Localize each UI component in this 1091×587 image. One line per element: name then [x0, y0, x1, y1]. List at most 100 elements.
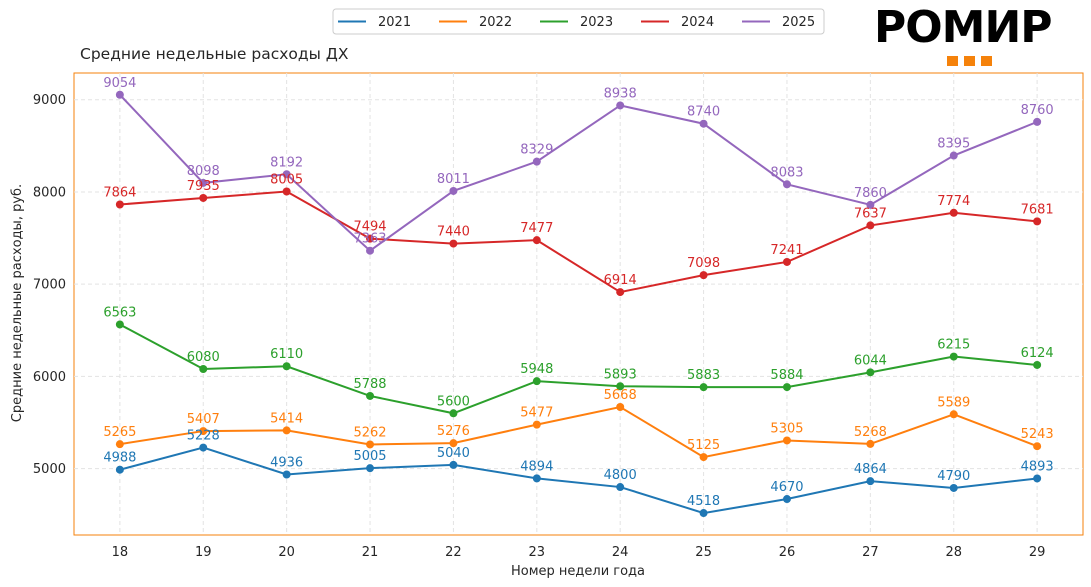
- data-point: [949, 352, 958, 361]
- x-tick-label: 28: [945, 545, 962, 560]
- data-label: 4864: [854, 462, 887, 477]
- data-label: 5228: [187, 429, 220, 444]
- data-point: [1033, 217, 1042, 226]
- data-label: 6110: [270, 347, 303, 362]
- data-label: 7440: [437, 225, 470, 240]
- data-labels: 4988 5228 4936 5005 5040 4894 4800 4518 4670 4864…: [103, 76, 1053, 509]
- data-label: 5276: [437, 424, 470, 439]
- data-label: 4988: [103, 451, 136, 466]
- data-point: [782, 436, 791, 445]
- data-label: 5243: [1021, 427, 1054, 442]
- data-point: [366, 246, 375, 255]
- x-tick-label: 20: [278, 545, 295, 560]
- series-line-2021: [119, 446, 1038, 515]
- data-point: [949, 483, 958, 492]
- data-label: 5265: [103, 425, 136, 440]
- data-point: [199, 427, 208, 436]
- data-point: [699, 509, 708, 518]
- x-tick-label: 25: [695, 545, 712, 560]
- data-point: [366, 440, 375, 449]
- y-tick-label: 7000: [33, 278, 66, 293]
- data-label: 7363: [353, 232, 386, 247]
- data-label: 5893: [604, 367, 637, 382]
- data-label: 8098: [187, 164, 220, 179]
- data-point: [532, 377, 541, 386]
- data-label: 5884: [770, 368, 803, 383]
- data-label: 8005: [270, 172, 303, 187]
- data-label: 6044: [854, 353, 887, 368]
- data-label: 5005: [353, 449, 386, 464]
- data-point: [949, 410, 958, 419]
- data-point: [366, 234, 375, 243]
- x-tick-label: 23: [529, 545, 546, 560]
- data-label: 7864: [103, 185, 136, 200]
- data-label: 8760: [1021, 103, 1054, 118]
- y-axis-ticks: 5000 6000 7000 8000 9000: [33, 93, 66, 477]
- legend-box: [332, 8, 825, 35]
- data-label: 8192: [270, 155, 303, 170]
- data-point: [532, 474, 541, 483]
- data-label: 6124: [1021, 346, 1054, 361]
- data-label: 4893: [1021, 459, 1054, 474]
- data-point: [366, 391, 375, 400]
- data-point: [532, 420, 541, 429]
- data-label: 4790: [937, 469, 970, 484]
- data-label: 9054: [103, 76, 136, 91]
- data-label: 7637: [854, 206, 887, 221]
- legend-label: 2021: [378, 15, 411, 30]
- data-label: 4670: [770, 480, 803, 495]
- data-label: 4518: [687, 494, 720, 509]
- legend-label: 2025: [782, 15, 815, 30]
- data-label: 5883: [687, 368, 720, 383]
- data-label: 7935: [187, 179, 220, 194]
- data-point: [115, 440, 124, 449]
- data-label: 8938: [604, 86, 637, 101]
- x-tick-label: 21: [362, 545, 379, 560]
- data-point: [282, 426, 291, 435]
- data-point: [449, 239, 458, 248]
- data-label: 5477: [520, 406, 553, 421]
- data-label: 4936: [270, 456, 303, 471]
- data-label: 5589: [937, 395, 970, 410]
- data-point: [616, 288, 625, 297]
- y-tick-label: 9000: [33, 93, 66, 108]
- data-point: [949, 208, 958, 217]
- data-point: [782, 383, 791, 392]
- data-point: [449, 460, 458, 469]
- data-point: [449, 439, 458, 448]
- data-point: [282, 362, 291, 371]
- data-label: 6914: [604, 273, 637, 288]
- data-point: [782, 180, 791, 189]
- chart-title: Средние недельные расходы ДХ: [80, 45, 349, 63]
- data-label: 5125: [687, 438, 720, 453]
- data-label: 5948: [520, 362, 553, 377]
- data-point: [282, 470, 291, 479]
- series-line-2023: [119, 323, 1038, 415]
- data-point: [199, 443, 208, 452]
- y-tick-label: 8000: [33, 185, 66, 200]
- data-label: 7494: [353, 220, 386, 235]
- data-point: [282, 187, 291, 196]
- data-label: 6215: [937, 338, 970, 353]
- legend-label: 2023: [580, 15, 613, 30]
- legend: 2021 2022 2023 2024 2025: [332, 8, 825, 35]
- data-label: 7681: [1021, 202, 1054, 217]
- data-point: [532, 236, 541, 245]
- data-point: [115, 200, 124, 209]
- data-point: [1033, 474, 1042, 483]
- data-point: [449, 409, 458, 418]
- data-label: 5305: [770, 421, 803, 436]
- data-label: 7241: [770, 243, 803, 258]
- data-label: 6563: [103, 305, 136, 320]
- data-point: [866, 221, 875, 230]
- data-point: [699, 271, 708, 280]
- data-label: 8011: [437, 172, 470, 187]
- data-point: [949, 151, 958, 160]
- data-point: [199, 193, 208, 202]
- data-point: [699, 119, 708, 128]
- data-point: [199, 178, 208, 187]
- grid-lines: [74, 73, 1083, 535]
- x-axis-label: Номер недели года: [511, 564, 645, 579]
- data-label: 8740: [687, 105, 720, 120]
- x-tick-label: 27: [862, 545, 879, 560]
